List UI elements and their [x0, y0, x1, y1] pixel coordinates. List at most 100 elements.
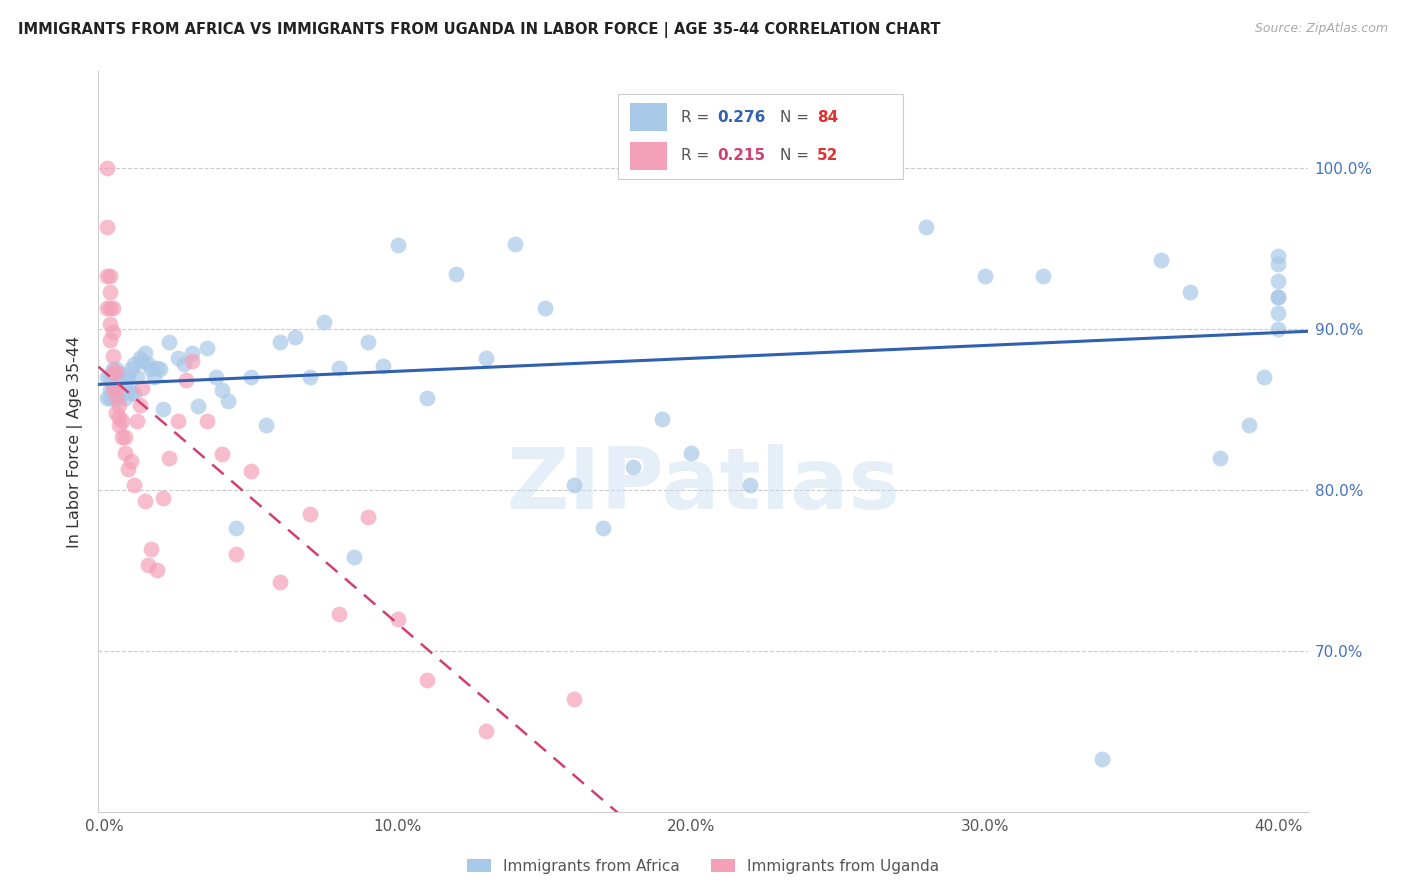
Point [254, 418, 277, 433]
Point [562, 692, 585, 706]
Point [128, 351, 150, 365]
Point [357, 334, 380, 349]
Point [98, 370, 121, 384]
Point [114, 446, 136, 460]
Point [533, 301, 555, 315]
Point [562, 478, 585, 492]
Text: R =: R = [682, 110, 714, 125]
Point [1091, 751, 1114, 765]
Point [651, 412, 673, 426]
Point [108, 418, 131, 433]
Point [122, 478, 145, 492]
FancyBboxPatch shape [630, 103, 666, 131]
Point [114, 391, 136, 405]
Point [136, 357, 159, 371]
Point [117, 462, 139, 476]
Point [1180, 285, 1202, 299]
Point [269, 574, 291, 589]
Text: 0.215: 0.215 [717, 148, 766, 163]
Point [1267, 322, 1289, 336]
Point [101, 325, 124, 339]
Point [176, 373, 198, 387]
Point [328, 607, 350, 621]
Point [108, 370, 131, 384]
Point [101, 383, 124, 397]
Point [111, 414, 134, 428]
Point [681, 446, 703, 460]
Point [157, 334, 180, 349]
Point [269, 334, 291, 349]
Point [120, 362, 142, 376]
Point [240, 463, 263, 477]
Text: 84: 84 [817, 110, 838, 125]
Point [122, 357, 145, 371]
Point [96, 391, 118, 405]
Point [98, 333, 121, 347]
Point [211, 447, 233, 461]
Point [96, 301, 118, 315]
Point [105, 362, 128, 376]
Y-axis label: In Labor Force | Age 35-44: In Labor Force | Age 35-44 [67, 335, 83, 548]
Point [108, 383, 131, 397]
Text: ZIPatlas: ZIPatlas [506, 444, 900, 527]
Point [973, 268, 995, 283]
Point [96, 268, 118, 283]
Point [105, 383, 128, 397]
Point [111, 367, 134, 381]
Point [621, 460, 644, 475]
Point [915, 220, 938, 235]
Point [136, 558, 159, 573]
Point [114, 370, 136, 384]
Point [416, 391, 439, 405]
Point [446, 267, 468, 281]
Point [284, 330, 307, 344]
Point [225, 547, 247, 561]
Point [152, 402, 174, 417]
Point [166, 351, 188, 365]
Point [195, 341, 218, 355]
Point [96, 370, 118, 384]
Point [131, 381, 153, 395]
Point [204, 370, 226, 384]
Point [98, 268, 121, 283]
Point [108, 410, 131, 425]
Point [98, 391, 121, 405]
Point [105, 381, 128, 395]
Text: IMMIGRANTS FROM AFRICA VS IMMIGRANTS FROM UGANDA IN LABOR FORCE | AGE 35-44 CORR: IMMIGRANTS FROM AFRICA VS IMMIGRANTS FRO… [18, 22, 941, 38]
Point [141, 362, 163, 376]
Point [1267, 290, 1289, 304]
Point [111, 430, 134, 444]
Point [157, 450, 180, 465]
Point [96, 220, 118, 235]
Point [387, 611, 409, 625]
Point [149, 362, 172, 376]
Text: R =: R = [682, 148, 714, 163]
Point [1267, 274, 1289, 288]
Point [211, 383, 233, 397]
Legend: Immigrants from Africa, Immigrants from Uganda: Immigrants from Africa, Immigrants from … [461, 853, 945, 880]
Point [1253, 370, 1275, 384]
Point [105, 365, 128, 379]
Point [856, 161, 879, 175]
Point [146, 563, 169, 577]
Point [416, 673, 439, 687]
Text: Source: ZipAtlas.com: Source: ZipAtlas.com [1254, 22, 1388, 36]
Point [122, 386, 145, 401]
Point [105, 391, 128, 405]
Point [475, 351, 498, 365]
Point [387, 238, 409, 252]
Point [1032, 268, 1054, 283]
Point [141, 542, 163, 557]
Point [797, 161, 820, 175]
Point [1267, 250, 1289, 264]
Point [105, 389, 128, 403]
Point [101, 365, 124, 379]
Text: N =: N = [780, 110, 814, 125]
Point [1237, 418, 1260, 433]
Point [98, 301, 121, 315]
Text: N =: N = [780, 148, 814, 163]
Point [131, 354, 153, 368]
Point [173, 357, 195, 371]
Point [225, 521, 247, 535]
Point [114, 430, 136, 444]
